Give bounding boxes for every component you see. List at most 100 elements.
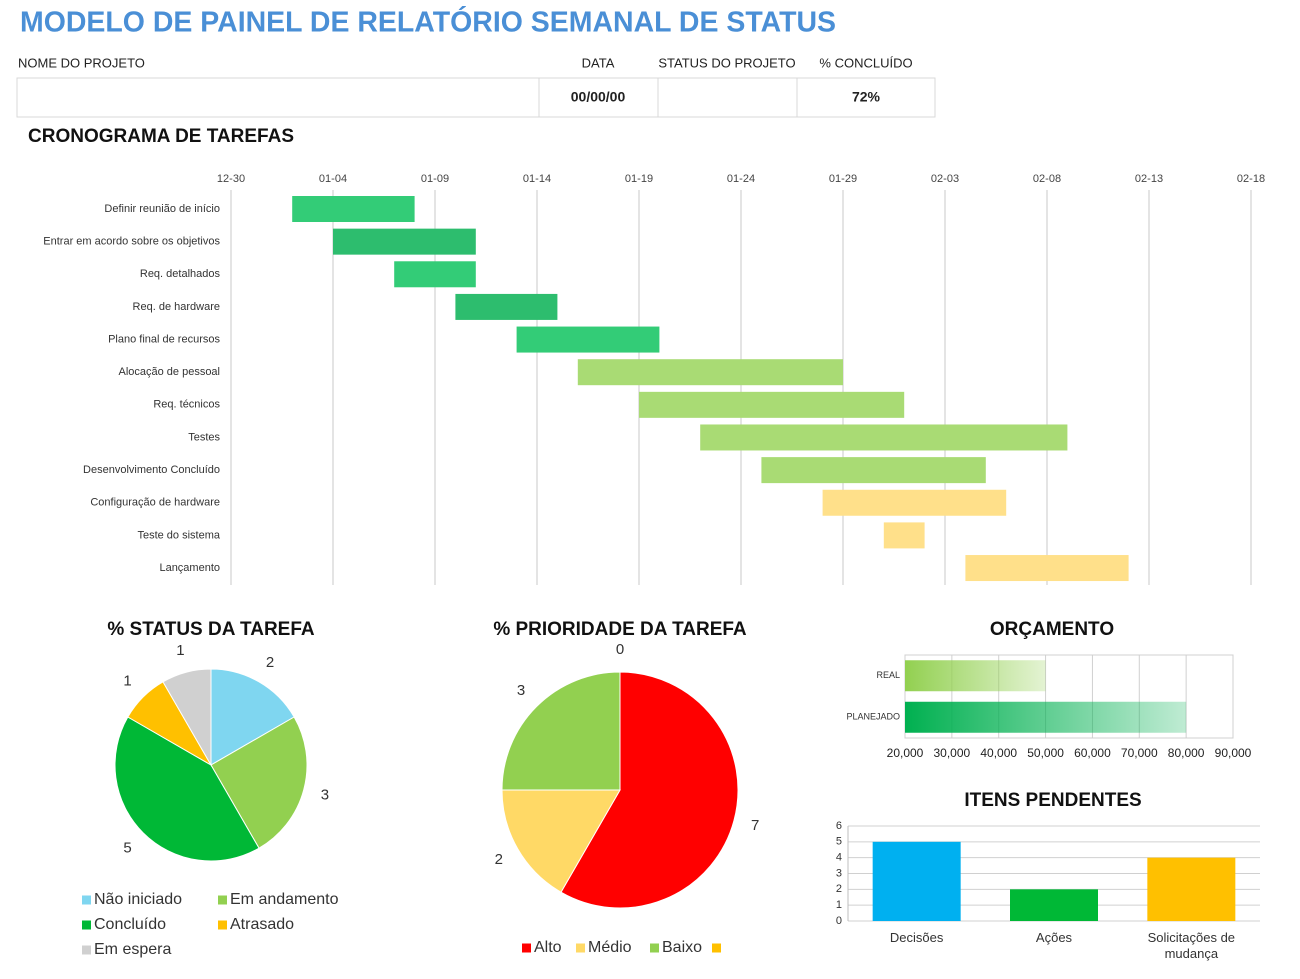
data-label: 1 [123, 673, 131, 690]
task-bar [292, 196, 415, 222]
x-tick-label: 70,000 [1121, 746, 1158, 760]
x-tick-label: 90,000 [1215, 746, 1252, 760]
x-tick-label: 30,000 [934, 746, 971, 760]
field-label: STATUS DO PROJETO [658, 55, 795, 70]
task-bar [455, 293, 558, 320]
data-label: 3 [321, 787, 329, 804]
x-tick-label: 02-18 [1237, 173, 1265, 185]
x-tick-label: 01-19 [625, 173, 653, 185]
legend-swatch [82, 945, 91, 955]
field-value: 72% [852, 89, 881, 105]
field-value: 00/00/00 [571, 89, 626, 105]
task-label: Lançamento [159, 562, 220, 574]
x-tick-label: 60,000 [1074, 746, 1111, 760]
x-tick-label: 01-29 [829, 173, 857, 185]
legend-label: Baixo [662, 939, 702, 956]
bar [872, 841, 961, 921]
x-tick-label: Solicitações de mudança [1147, 930, 1236, 961]
x-tick-label: 80,000 [1168, 746, 1205, 760]
data-label: 7 [751, 817, 759, 834]
y-tick-label: 4 [836, 852, 842, 864]
x-tick-label: 01-14 [523, 173, 551, 185]
bar [1010, 889, 1098, 921]
x-tick-label: 01-04 [319, 173, 347, 185]
task-label: Testes [188, 431, 220, 443]
x-tick-label: 40,000 [980, 746, 1017, 760]
data-label: 3 [517, 682, 525, 699]
task-bar [700, 424, 1068, 451]
x-tick-label: 50,000 [1027, 746, 1064, 760]
field-label: NOME DO PROJETO [18, 55, 145, 70]
data-label: 5 [123, 839, 131, 856]
task-label: Req. técnicos [153, 399, 220, 411]
task-bar [516, 326, 660, 353]
x-tick-label: 02-03 [931, 173, 959, 185]
legend-swatch [712, 943, 721, 953]
y-tick-label: 3 [836, 867, 842, 879]
y-tick-label: 5 [836, 836, 842, 848]
pie-slice [114, 716, 260, 862]
legend-label: Alto [534, 939, 562, 956]
x-tick-label: 12-30 [217, 173, 245, 185]
chart-title: % PRIORIDADE DA TAREFA [493, 619, 747, 640]
legend-label: Em andamento [230, 891, 339, 908]
task-bar [761, 457, 986, 484]
task-bar [333, 228, 476, 255]
chart-title: ORÇAMENTO [990, 619, 1114, 640]
legend-swatch [522, 943, 531, 953]
task-label: Configuração de hardware [90, 497, 220, 509]
chart-title: ITENS PENDENTES [964, 790, 1141, 811]
y-tick-label: 1 [836, 899, 842, 911]
data-label: 1 [176, 642, 184, 659]
x-tick-label: 01-09 [421, 173, 449, 185]
chart-title: % STATUS DA TAREFA [107, 619, 315, 640]
x-tick-label: 01-24 [727, 173, 755, 185]
data-label: 2 [495, 851, 503, 868]
task-label: Desenvolvimento Concluído [83, 464, 220, 476]
field-label: DATA [582, 55, 615, 70]
bar [1147, 857, 1236, 921]
task-bar [965, 555, 1129, 582]
legend-swatch [576, 943, 585, 953]
legend-swatch [218, 920, 227, 930]
x-tick-label: Decisões [889, 930, 944, 945]
task-bar [639, 391, 905, 418]
legend-label: Concluído [94, 916, 166, 933]
pie-slice [210, 716, 308, 849]
task-label: Req. detalhados [140, 268, 221, 280]
x-tick-label: 02-13 [1135, 173, 1163, 185]
y-tick-label: 2 [836, 883, 842, 895]
task-label: Teste do sistema [137, 529, 220, 541]
legend-swatch [82, 895, 91, 905]
page-title: MODELO DE PAINEL DE RELATÓRIO SEMANAL DE… [20, 5, 836, 39]
task-label: Entrar em acordo sobre os objetivos [43, 236, 220, 248]
x-tick-label: Ações [1035, 930, 1073, 945]
task-label: Plano final de recursos [108, 333, 220, 345]
y-tick-label: 0 [836, 915, 842, 927]
legend-label: Em espera [94, 941, 171, 958]
task-bar [822, 489, 1007, 516]
x-tick-label: 20,000 [887, 746, 924, 760]
y-tick-label: PLANEJADO [846, 712, 900, 722]
task-label: Alocação de pessoal [118, 366, 220, 378]
bar [905, 660, 1046, 692]
y-tick-label: 6 [836, 820, 842, 832]
legend-swatch [218, 895, 227, 905]
pie-slice [560, 671, 739, 909]
bar [905, 701, 1187, 733]
task-bar [577, 359, 843, 386]
field-box [16, 77, 936, 118]
field-label: % CONCLUÍDO [819, 55, 912, 70]
x-tick-label: 02-08 [1033, 173, 1061, 185]
legend-swatch [82, 920, 91, 930]
legend-label: Atrasado [230, 916, 294, 933]
pie-slice [501, 789, 621, 893]
legend-label: Não iniciado [94, 891, 182, 908]
task-label: Req. de hardware [133, 301, 220, 313]
data-label: 2 [266, 654, 274, 671]
pie-slice [162, 668, 212, 767]
pie-slice [210, 668, 295, 766]
task-bar [394, 261, 476, 288]
